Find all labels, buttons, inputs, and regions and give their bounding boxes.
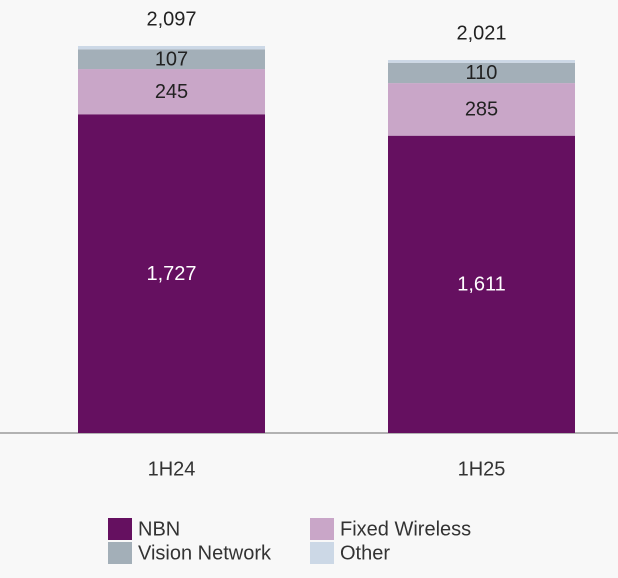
bar-segment bbox=[388, 62, 575, 84]
data-label: 110 bbox=[466, 62, 498, 84]
bar-segment bbox=[78, 69, 265, 115]
legend-label: Other bbox=[340, 542, 390, 564]
x-tick-label: 1H25 bbox=[458, 458, 506, 480]
legend-label: Fixed Wireless bbox=[340, 518, 471, 540]
bar-segment bbox=[388, 60, 575, 63]
bar-segment bbox=[78, 46, 265, 50]
legend-label: NBN bbox=[138, 518, 180, 540]
legend-swatch bbox=[310, 518, 334, 540]
total-label: 2,097 bbox=[146, 8, 196, 30]
data-label: 285 bbox=[465, 99, 498, 121]
data-label: 107 bbox=[155, 48, 188, 70]
x-tick-label: 1H24 bbox=[148, 458, 196, 480]
data-label: 1,611 bbox=[457, 274, 506, 296]
legend-swatch bbox=[310, 542, 334, 564]
total-label: 2,021 bbox=[456, 22, 506, 44]
bar-segment bbox=[78, 114, 265, 433]
legend-swatch bbox=[108, 518, 132, 540]
data-label: 1,727 bbox=[146, 263, 196, 285]
bar-segment bbox=[78, 49, 265, 70]
data-label: 245 bbox=[155, 81, 188, 103]
bar-segment bbox=[388, 83, 575, 136]
legend-label: Vision Network bbox=[138, 542, 272, 564]
legend-swatch bbox=[108, 542, 132, 564]
bar-segment bbox=[388, 135, 575, 434]
